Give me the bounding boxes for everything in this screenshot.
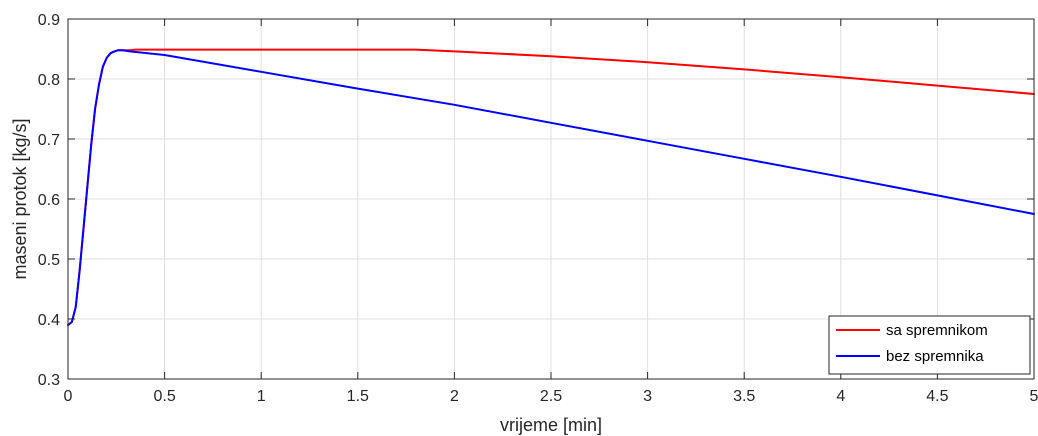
- series-lines: [67, 48, 1035, 326]
- x-tick-label: 2: [450, 388, 459, 405]
- x-tick-label: 0: [64, 388, 73, 405]
- x-axis-label: vrijeme [min]: [500, 415, 602, 435]
- y-axis-label: maseni protok [kg/s]: [10, 118, 30, 279]
- x-tick-label: 4.5: [926, 388, 948, 405]
- y-tick-label: 0.5: [38, 252, 60, 269]
- x-tick-label: 3.5: [733, 388, 755, 405]
- y-tick-label: 0.6: [38, 192, 60, 209]
- y-tick-label: 0.3: [38, 372, 60, 389]
- y-tick-label: 0.7: [38, 132, 60, 149]
- legend-label-bez-spremnika: bez spremnika: [886, 348, 984, 365]
- ticks: [67, 18, 1035, 380]
- legend-label-sa-spremnikom: sa spremnikom: [886, 322, 988, 339]
- legend[interactable]: sa spremnikom bez spremnika: [828, 315, 1031, 375]
- x-tick-labels: 0 0.5 1 1.5 2 2.5 3 3.5 4 4.5 5: [64, 388, 1038, 405]
- series-line-bez-spremnika: [67, 49, 1035, 326]
- x-tick-label: 5: [1030, 388, 1038, 405]
- y-tick-label: 0.8: [38, 72, 60, 89]
- x-tick-label: 2.5: [540, 388, 562, 405]
- legend-box: [828, 315, 1031, 375]
- y-tick-label: 0.9: [38, 12, 60, 29]
- x-tick-label: 1.5: [347, 388, 369, 405]
- x-tick-label: 0.5: [153, 388, 175, 405]
- x-tick-label: 1: [257, 388, 266, 405]
- x-tick-label: 3: [643, 388, 652, 405]
- x-tick-label: 4: [836, 388, 845, 405]
- y-tick-labels: 0.3 0.4 0.5 0.6 0.7 0.8 0.9: [38, 12, 60, 389]
- y-tick-label: 0.4: [38, 312, 60, 329]
